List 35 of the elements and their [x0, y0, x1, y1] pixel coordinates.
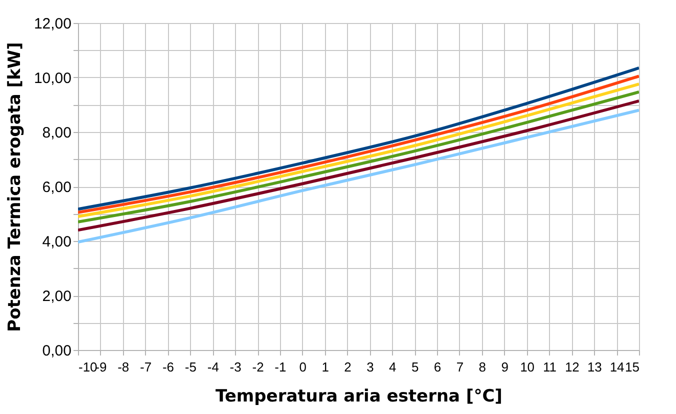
y-tick-label: 0,00	[42, 342, 72, 360]
y-tick-label: 6,00	[42, 179, 72, 196]
y-tick-label: 8,00	[42, 124, 72, 142]
x-tick-label: 10	[520, 360, 535, 374]
x-tick-label: 6	[434, 360, 442, 374]
x-tick-label: 15	[625, 360, 640, 374]
x-tick-label: -8	[118, 360, 130, 374]
x-tick-label: 9	[501, 360, 508, 374]
x-tick-label: -3	[230, 360, 242, 374]
x-tick-label: -5	[184, 360, 196, 374]
x-tick-label: 5	[411, 360, 419, 374]
x-tick-label: -2	[252, 360, 264, 374]
y-tick-label: 12,00	[34, 16, 72, 32]
x-axis-title: Temperatura aria esterna [°C]	[216, 386, 502, 406]
y-axis-title: Potenza Termica erogata [kW]	[4, 42, 25, 332]
x-tick-label: -4	[207, 360, 219, 374]
y-tick-label: 2,00	[42, 288, 72, 305]
x-tick-label: -1	[274, 360, 286, 374]
x-tick-label: 8	[478, 360, 486, 374]
x-tick-label: 2	[344, 360, 352, 374]
x-tick-label: 7	[456, 360, 464, 374]
x-tick-label: -6	[162, 360, 174, 374]
x-tick-label: 4	[389, 360, 396, 374]
x-tick-label: 0	[299, 360, 307, 374]
x-tick-label: 13	[587, 360, 602, 374]
x-tick-label: -10	[78, 360, 98, 374]
x-tick-label: 14	[610, 360, 624, 374]
x-tick-label: 12	[564, 360, 580, 374]
x-tick-label: 1	[322, 360, 329, 374]
x-tick-label: 11	[542, 360, 556, 374]
y-tick-label: 10,00	[34, 70, 72, 87]
x-tick-label: -7	[140, 360, 152, 374]
x-tick-label: -9	[95, 360, 107, 374]
x-tick-label: 3	[366, 360, 374, 374]
y-tick-label: 4,00	[42, 234, 72, 250]
